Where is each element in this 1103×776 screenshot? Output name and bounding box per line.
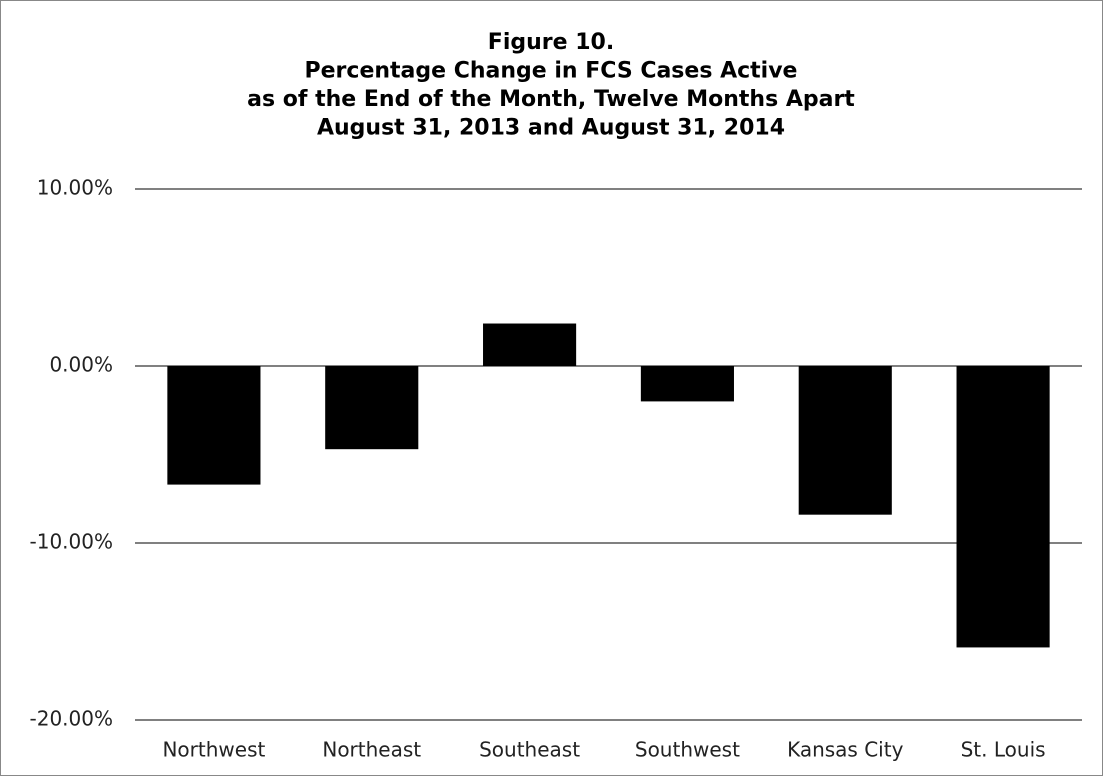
bar	[325, 366, 419, 450]
y-tick-label: -10.00%	[30, 530, 113, 554]
bar	[798, 366, 892, 515]
chart-title: Percentage Change in FCS Cases Active	[305, 59, 798, 84]
y-tick-label: -20.00%	[30, 707, 113, 731]
bar	[167, 366, 261, 485]
x-tick-label: Kansas City	[787, 738, 904, 762]
y-tick-label: 10.00%	[37, 176, 113, 200]
bar	[956, 366, 1050, 648]
bar	[640, 366, 734, 402]
bar	[483, 323, 577, 366]
x-tick-label: Southwest	[635, 738, 740, 762]
chart-title: Figure 10.	[488, 30, 614, 55]
chart-title: as of the End of the Month, Twelve Month…	[247, 87, 855, 112]
chart-title: August 31, 2013 and August 31, 2014	[317, 116, 785, 141]
y-tick-label: 0.00%	[49, 353, 113, 377]
x-tick-label: Northwest	[162, 738, 265, 762]
x-tick-label: Southeast	[479, 738, 580, 762]
x-tick-label: Northeast	[322, 738, 421, 762]
x-tick-label: St. Louis	[961, 738, 1046, 762]
